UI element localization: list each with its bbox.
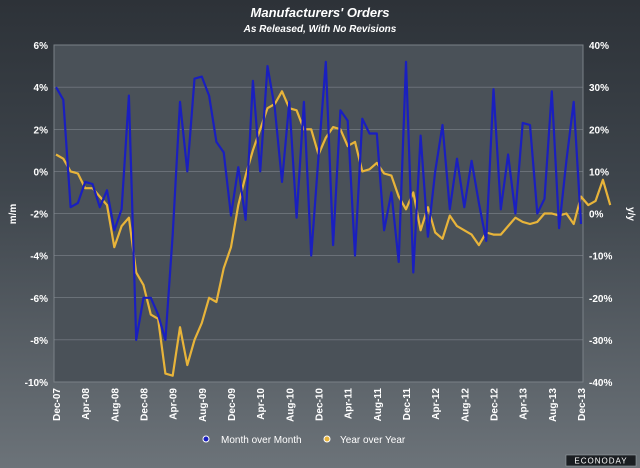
y-tick-label-right: -10% [589, 252, 612, 263]
y-tick-label-left: -4% [30, 252, 48, 263]
x-tick-label: Aug-10 [285, 388, 296, 422]
y-tick-label-right: -40% [589, 378, 612, 389]
legend-marker-mom [202, 435, 210, 443]
y-tick-label-left: 6% [34, 41, 49, 52]
x-tick-label: Apr-12 [431, 388, 442, 420]
series-line-mom [55, 60, 583, 341]
legend-marker-yoy [323, 435, 331, 443]
right-axis-ticks: 40% 30% 20% 10% 0% -10% -20% -30% -40% [589, 41, 612, 389]
y-tick-label-right: 40% [589, 41, 609, 52]
y-tick-label-left: 0% [34, 167, 49, 178]
x-tick-label: Dec-09 [227, 388, 238, 421]
legend-label-yoy: Year over Year [340, 435, 406, 446]
brand-logo: ECONODAY [565, 454, 637, 467]
x-tick-label: Dec-07 [52, 388, 63, 421]
chart-subtitle: As Released, With No Revisions [243, 24, 397, 35]
y-tick-label-right: 0% [589, 210, 604, 221]
x-tick-label: Aug-11 [373, 388, 384, 422]
x-tick-label: Dec-10 [315, 388, 326, 421]
x-tick-label: Dec-08 [140, 388, 151, 421]
x-tick-label: Apr-09 [169, 388, 180, 420]
x-tick-label: Apr-08 [81, 388, 92, 420]
series-layer [55, 60, 612, 377]
y-tick-label-left: -2% [30, 210, 48, 221]
y-tick-label-right: -20% [589, 294, 612, 305]
x-tick-label: Dec-11 [402, 388, 413, 421]
x-axis-ticks: Dec-07 Apr-08 Aug-08 Dec-08 Apr-09 Aug-09 Dec-… [52, 388, 588, 422]
x-tick-label: Aug-13 [548, 388, 559, 422]
legend-item-yoy: Year over Year [323, 435, 406, 446]
legend: Month over Month Year over Year [202, 435, 406, 446]
legend-label-mom: Month over Month [221, 435, 302, 446]
x-tick-label: Aug-09 [198, 388, 209, 422]
y-tick-label-right: -30% [589, 336, 612, 347]
chart-title: Manufacturers' Orders [251, 5, 390, 20]
y-tick-label-left: -6% [30, 294, 48, 305]
x-tick-label: Apr-11 [344, 388, 355, 420]
legend-item-mom: Month over Month [202, 435, 302, 446]
y-axis-label-left: m/m [8, 204, 19, 225]
y-tick-label-left: 4% [34, 83, 49, 94]
brand-logo-text: ECONODAY [574, 457, 627, 466]
y-tick-label-right: 30% [589, 83, 609, 94]
series-line-yoy [55, 90, 612, 377]
x-tick-label: Dec-12 [490, 388, 501, 421]
x-tick-label: Apr-13 [519, 388, 530, 420]
y-tick-label-left: -8% [30, 336, 48, 347]
x-tick-label: Apr-10 [256, 388, 267, 420]
y-tick-label-left: 2% [34, 125, 49, 136]
x-tick-label: Aug-12 [460, 388, 471, 422]
y-axis-label-right: y/y [625, 207, 636, 221]
y-tick-label-right: 20% [589, 125, 609, 136]
left-axis-ticks: 6% 4% 2% 0% -2% -4% -6% -8% -10% [25, 41, 48, 389]
y-tick-label-left: -10% [25, 378, 48, 389]
y-tick-label-right: 10% [589, 167, 609, 178]
x-tick-label: Aug-08 [110, 388, 121, 422]
x-tick-label: Dec-13 [577, 388, 588, 421]
